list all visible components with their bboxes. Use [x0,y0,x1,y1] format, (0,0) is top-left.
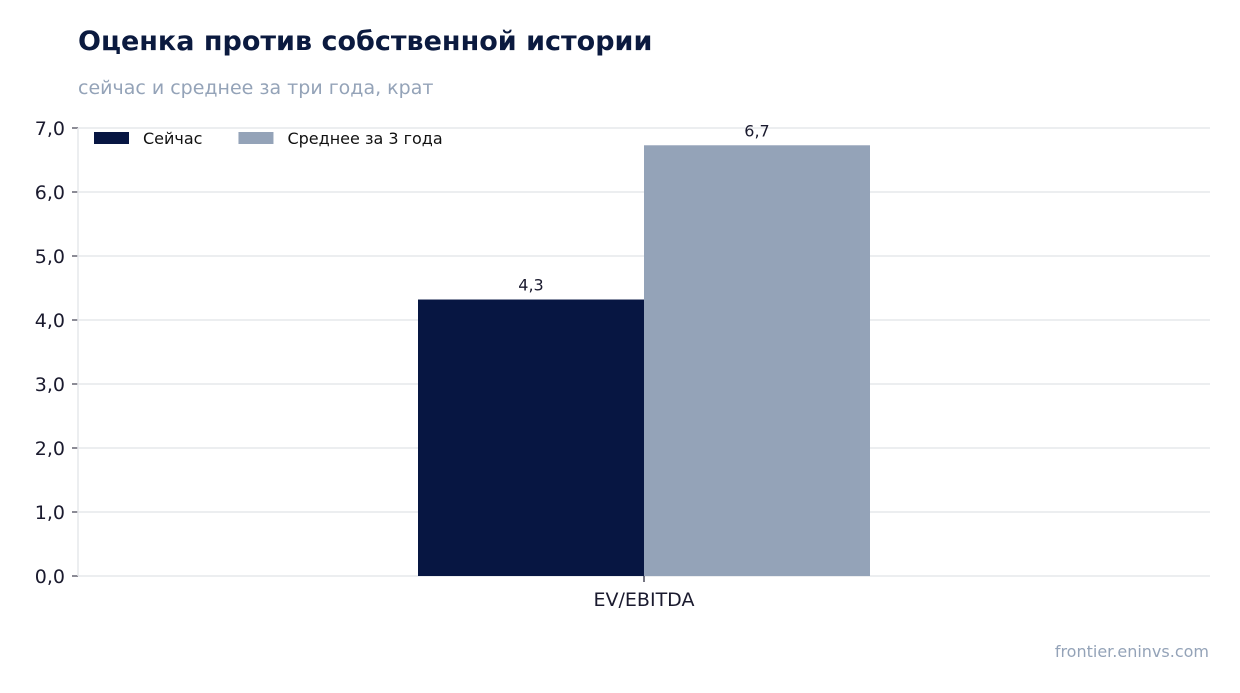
legend-label: Сейчас [143,129,202,148]
bar-now [418,299,644,576]
source-credit: frontier.eninvs.com [1054,642,1209,661]
y-tick-label: 1,0 [35,502,65,524]
legend-swatch [238,132,274,144]
y-tick-label: 4,0 [35,310,65,332]
chart-subtitle: сейчас и среднее за три года, крат [78,77,434,99]
y-tick-label: 6,0 [35,182,65,204]
chart-title: Оценка против собственной истории [78,26,653,57]
y-tick-label: 5,0 [35,246,65,268]
x-tick-label: EV/EBITDA [594,589,695,611]
data-label: 6,7 [744,121,769,140]
y-tick-label: 0,0 [35,566,65,588]
y-tick-label: 2,0 [35,438,65,460]
y-tick-label: 3,0 [35,374,65,396]
legend-label: Среднее за 3 года [287,129,442,148]
legend-swatch [94,132,129,144]
y-tick-label: 7,0 [35,118,65,140]
bar-avg [644,145,870,576]
data-label: 4,3 [518,276,543,295]
